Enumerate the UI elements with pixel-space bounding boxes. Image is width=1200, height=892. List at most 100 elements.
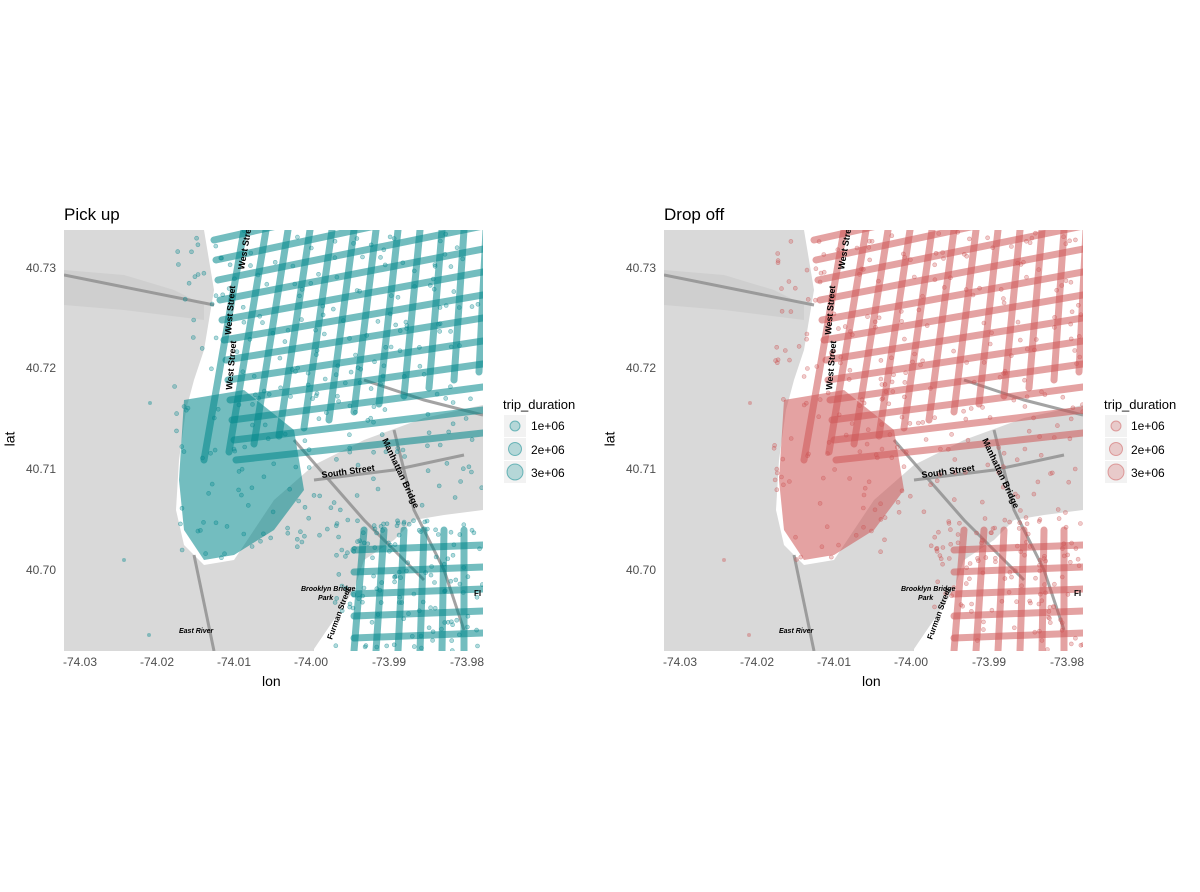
trip-point (302, 504, 308, 510)
trip-point (296, 498, 301, 504)
trip-point (397, 348, 403, 354)
trip-point (1011, 397, 1017, 403)
trip-point (1073, 546, 1079, 551)
trip-point (361, 540, 367, 546)
trip-point-cluster (820, 291, 1083, 344)
trip-point (890, 389, 896, 394)
trip-point (449, 619, 454, 625)
trip-point (454, 617, 460, 623)
trip-point (1036, 519, 1042, 524)
trip-point (1039, 389, 1044, 395)
trip-point (843, 432, 849, 438)
trip-point (420, 599, 426, 605)
trip-point (465, 613, 471, 619)
trip-point-cluster (475, 230, 483, 376)
trip-point (955, 532, 961, 537)
trip-point (282, 339, 288, 344)
trip-point (400, 447, 406, 453)
trip-point (796, 344, 802, 349)
trip-point (426, 430, 432, 436)
trip-point (460, 256, 466, 262)
trip-point (443, 231, 449, 237)
trip-point (375, 319, 381, 324)
trip-point (1022, 552, 1027, 558)
trip-point (1072, 466, 1078, 472)
trip-point (297, 293, 302, 299)
trip-point (936, 231, 942, 236)
trip-point (958, 602, 964, 608)
trip-point (979, 499, 985, 505)
trip-point (396, 532, 402, 538)
trip-point (178, 521, 183, 527)
trip-point (992, 555, 998, 561)
trip-point (951, 348, 956, 354)
trip-point (989, 330, 994, 336)
trip-point (980, 570, 986, 576)
trip-point (234, 349, 240, 354)
trip-point (821, 475, 826, 481)
trip-point (1000, 484, 1006, 490)
trip-point (786, 279, 792, 284)
trip-point (460, 590, 466, 595)
trip-point (996, 445, 1002, 450)
trip-point (987, 341, 993, 347)
trip-point (448, 264, 454, 269)
trip-point (406, 521, 412, 527)
trip-point-cluster (350, 629, 483, 642)
trip-point (203, 551, 208, 556)
label-west-street-2: West Street (223, 285, 237, 335)
trip-point (1046, 609, 1052, 614)
trip-point (426, 625, 432, 631)
trip-point (1070, 405, 1076, 411)
trip-point-cluster (224, 337, 483, 384)
trip-point (305, 370, 311, 376)
trip-point (805, 297, 811, 302)
trip-point (861, 400, 867, 406)
trip-point (816, 414, 821, 419)
trip-point (996, 470, 1002, 475)
trip-point (425, 412, 431, 417)
trip-point (332, 255, 338, 261)
trip-point (469, 527, 475, 533)
trip-point (1001, 464, 1006, 469)
trip-point (454, 245, 460, 251)
trip-point (469, 437, 475, 442)
trip-point (370, 555, 375, 561)
trip-point (1037, 568, 1043, 574)
trip-point (912, 274, 917, 280)
trip-point (445, 619, 451, 625)
trip-point (1036, 267, 1042, 272)
trip-point (260, 320, 265, 325)
trip-point (1018, 549, 1024, 555)
trip-point (997, 374, 1003, 380)
trip-point (411, 518, 416, 524)
trip-point (1008, 353, 1014, 358)
trip-point (872, 319, 878, 325)
trip-point (384, 643, 390, 649)
trip-point (148, 401, 152, 405)
trip-point (336, 572, 342, 577)
trip-point (1024, 521, 1030, 527)
trip-point (774, 345, 779, 350)
trip-point (943, 591, 949, 596)
trip-point (266, 392, 272, 397)
trip-point (1031, 415, 1036, 421)
trip-point (306, 447, 312, 452)
dropoff-title: Drop off (664, 205, 725, 224)
trip-point (393, 322, 399, 328)
trip-point (1078, 643, 1083, 648)
trip-point (876, 315, 882, 321)
trip-point (320, 312, 326, 318)
trip-point (443, 303, 449, 308)
trip-point (859, 397, 865, 402)
trip-point (1037, 434, 1042, 439)
trip-point (272, 259, 278, 265)
trip-point (932, 262, 938, 268)
trip-point (292, 281, 298, 287)
trip-point (825, 451, 830, 456)
battery-tunnel (792, 554, 816, 651)
trip-point (299, 539, 305, 545)
trip-point (212, 447, 218, 453)
trip-point (873, 452, 879, 457)
